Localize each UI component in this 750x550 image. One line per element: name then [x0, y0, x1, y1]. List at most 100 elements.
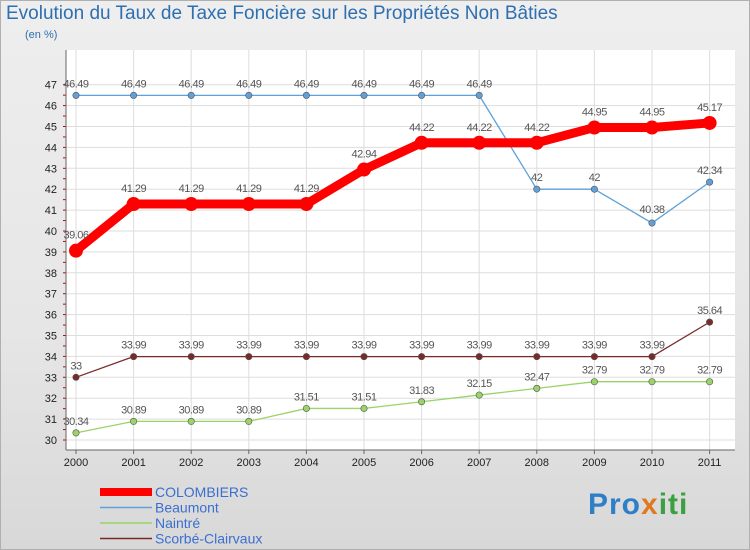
- data-point: [130, 353, 138, 361]
- x-tick-label: 2009: [582, 457, 606, 469]
- data-label: 32.79: [697, 365, 722, 377]
- data-point: [645, 120, 659, 135]
- series-line-Naintré: [75, 381, 710, 434]
- data-point: [245, 353, 253, 361]
- data-point: [533, 384, 541, 392]
- data-point: [184, 197, 199, 212]
- data-point: [706, 378, 714, 386]
- data-label: 44.22: [524, 122, 549, 134]
- data-point: [72, 373, 80, 381]
- data-label: 30.34: [63, 416, 88, 428]
- data-label: 35.64: [697, 305, 722, 317]
- data-point: [475, 91, 483, 99]
- data-point: [590, 378, 598, 386]
- y-tick-label: 32: [45, 393, 57, 405]
- x-tick-label: 2007: [467, 457, 491, 469]
- data-label: 30.89: [179, 404, 204, 416]
- data-point: [418, 91, 426, 99]
- y-tick-label: 44: [45, 142, 57, 154]
- legend-entry: Beaumont: [155, 500, 219, 516]
- plot-area: [66, 50, 735, 450]
- data-label: 33: [70, 360, 82, 372]
- data-point: [418, 398, 426, 406]
- x-tick-label: 2004: [294, 457, 318, 469]
- data-point: [590, 185, 598, 193]
- y-tick-label: 47: [45, 80, 57, 92]
- data-point: [529, 135, 544, 150]
- y-tick-label: 45: [45, 122, 57, 134]
- data-point: [187, 91, 195, 99]
- data-point: [245, 91, 253, 99]
- data-point: [472, 135, 487, 150]
- y-tick-label: 46: [45, 101, 57, 113]
- x-tick-label: 2002: [179, 457, 203, 469]
- data-label: 44.22: [467, 122, 492, 134]
- y-tick-label: 30: [45, 435, 57, 447]
- data-label: 42: [589, 172, 601, 184]
- chart-title: Evolution du Taux de Taxe Foncière sur l…: [6, 3, 558, 24]
- data-point: [72, 429, 80, 437]
- axes: 30 31 32 33 34 35 36 37 38 39 40 41 42 43 44 45 46 47 2000…: [45, 50, 735, 469]
- unit-label: (en %): [25, 29, 58, 41]
- y-tick-label: 41: [45, 205, 57, 217]
- data-label: 30.89: [236, 404, 261, 416]
- legend-entry: Scorbé-Clairvaux: [155, 531, 262, 547]
- data-label: 46.49: [467, 78, 492, 90]
- y-tick-label: 40: [45, 226, 57, 238]
- data-label: 46.49: [179, 78, 204, 90]
- data-label: 44.95: [639, 107, 664, 119]
- grid: [66, 50, 735, 450]
- data-point: [587, 120, 602, 135]
- logo-part-1: Pro: [588, 488, 642, 521]
- legend-entry: COLOMBIERS: [155, 484, 248, 500]
- logo-part-3: iti: [658, 488, 689, 521]
- data-label: 33.99: [582, 340, 607, 352]
- y-tick-label: 37: [45, 289, 57, 301]
- y-tick-label: 35: [45, 331, 57, 343]
- data-label: 45.17: [697, 102, 722, 114]
- data-point: [357, 162, 371, 177]
- data-label: 46.49: [236, 78, 261, 90]
- data-label: 40.38: [639, 204, 664, 216]
- data-label: 31.51: [294, 391, 319, 403]
- data-point: [706, 178, 714, 186]
- data-label: 31.83: [409, 385, 434, 397]
- legend: COLOMBIERSBeaumontNaintréScorbé-Clairvau…: [100, 484, 262, 547]
- data-point: [648, 219, 656, 227]
- data-point: [130, 417, 138, 425]
- data-point: [302, 353, 310, 361]
- data-point: [302, 404, 310, 412]
- logo-part-2: x: [641, 488, 659, 521]
- x-tick-label: 2010: [640, 457, 664, 469]
- data-label: 33.99: [524, 340, 549, 352]
- data-point: [360, 91, 368, 99]
- data-point: [475, 353, 483, 361]
- data-point: [360, 353, 368, 361]
- x-tick-label: 2000: [64, 457, 88, 469]
- data-label: 33.99: [351, 340, 376, 352]
- y-tick-label: 31: [45, 414, 57, 426]
- x-tick-label: 2008: [525, 457, 549, 469]
- data-label: 32.47: [524, 371, 549, 383]
- data-label: 33.99: [409, 340, 434, 352]
- series-line-Scorbé-Clairvaux: [75, 321, 710, 378]
- data-point: [302, 91, 310, 99]
- data-label: 33.99: [121, 340, 146, 352]
- data-point: [648, 353, 656, 361]
- data-label: 41.29: [179, 183, 204, 195]
- proxiti-logo: Proxiti: [588, 488, 688, 522]
- data-point: [299, 197, 314, 212]
- x-tick-label: 2005: [352, 457, 376, 469]
- data-point: [69, 243, 83, 258]
- y-tick-label: 34: [45, 351, 57, 363]
- data-point: [245, 417, 253, 425]
- data-label: 42: [531, 172, 543, 184]
- data-point: [475, 391, 483, 399]
- legend-entry: Naintré: [155, 515, 200, 531]
- y-tick-label: 42: [45, 184, 57, 196]
- x-tick-label: 2011: [698, 457, 722, 469]
- data-label: 41.29: [121, 183, 146, 195]
- x-tick-label: 2006: [409, 457, 433, 469]
- data-label: 33.99: [294, 340, 319, 352]
- data-label: 33.99: [467, 340, 492, 352]
